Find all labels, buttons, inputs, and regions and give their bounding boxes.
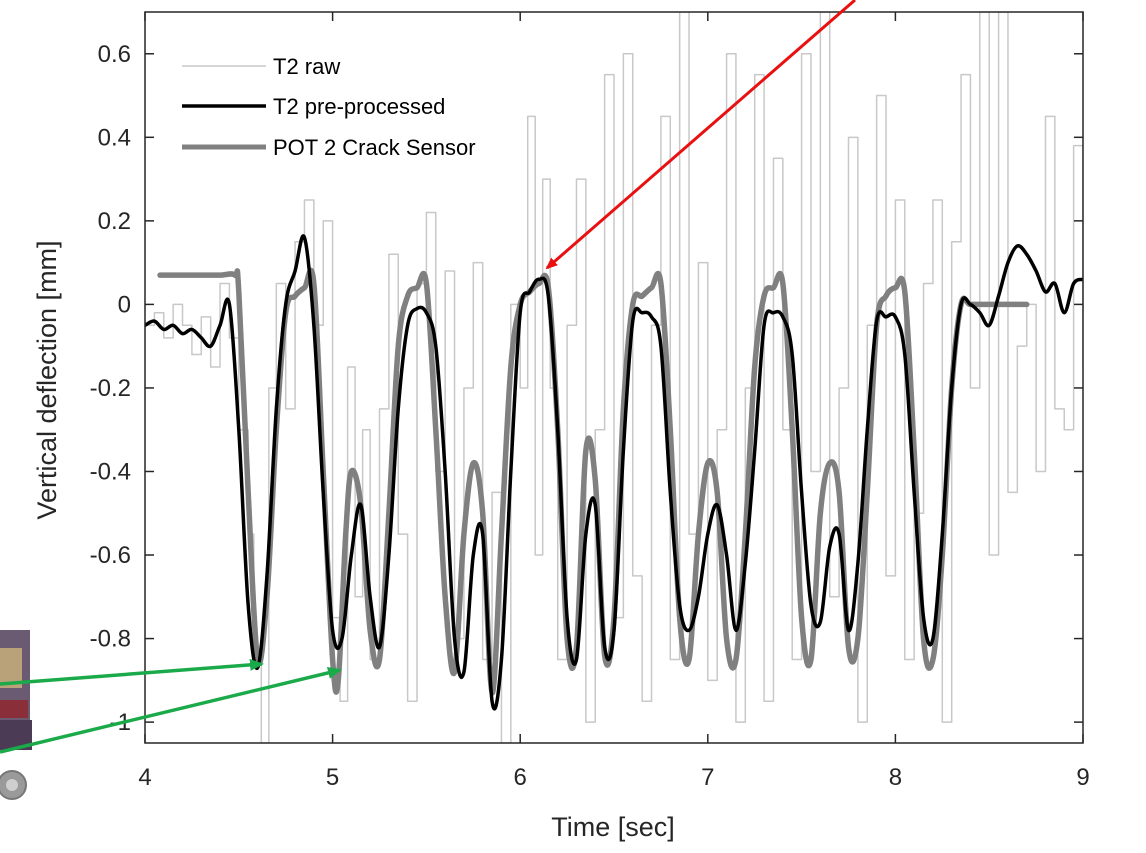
series-line-t2-pre-processed [145,234,1083,711]
x-tick-label: 4 [138,764,151,791]
legend-label-t2-raw: T2 raw [273,54,340,79]
x-tick-label: 7 [701,764,714,791]
green-arrow-2 [0,666,342,754]
y-tick-label: -0.4 [90,458,131,485]
y-tick-label: 0.4 [98,124,131,151]
green-arrow-1 [0,658,264,686]
legend: T2 raw T2 pre-processed POT 2 Crack Sens… [182,54,476,160]
series-line-t2-raw [145,12,1083,743]
x-axis-title: Time [sec] [551,812,675,842]
x-tick-label: 9 [1076,764,1089,791]
y-tick-label: 0.2 [98,208,131,235]
photo-fragment [0,630,32,800]
series-layer [145,12,1083,743]
red-arrow [545,0,856,270]
x-tick-label: 6 [514,764,527,791]
legend-label-pot2-crack-sensor: POT 2 Crack Sensor [273,135,476,160]
annotation-arrows [0,0,856,754]
axes-frame [144,11,1084,744]
x-tick-label: 8 [889,764,902,791]
y-tick-label: 0 [118,291,131,318]
y-axis-title: Vertical deflection [mm] [32,240,62,519]
x-tick-label: 5 [326,764,339,791]
legend-label-t2-pre-processed: T2 pre-processed [273,94,445,119]
y-tick-label: -0.8 [90,626,131,653]
y-tick-label: -0.2 [90,375,131,402]
y-tick-label: -0.6 [90,542,131,569]
y-tick-label: 0.6 [98,41,131,68]
